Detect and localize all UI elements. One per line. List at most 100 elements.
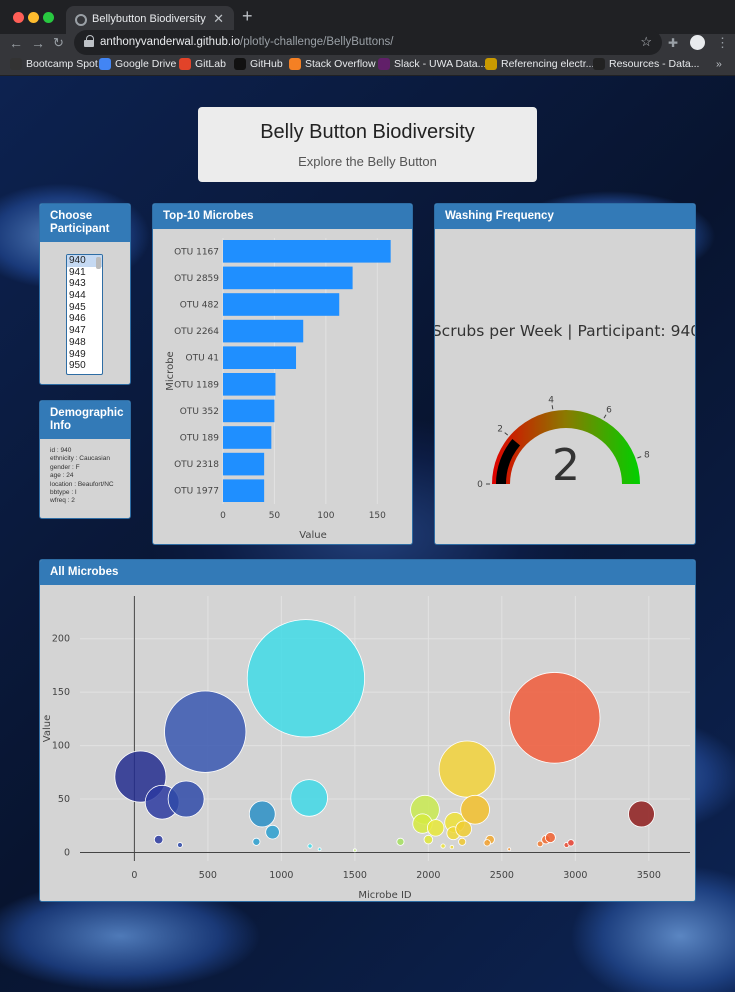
- back-icon[interactable]: ←: [9, 35, 23, 51]
- bubble-point[interactable]: [508, 672, 601, 764]
- browser-tab[interactable]: Bellybutton Biodiversity ✕: [66, 6, 234, 34]
- bookmark-item[interactable]: Referencing electr...: [485, 58, 594, 70]
- bubble-y-tick-label: 0: [64, 847, 70, 858]
- bookmark-item[interactable]: Google Drive: [99, 58, 176, 70]
- page-background: Belly Button Biodiversity Explore the Be…: [0, 76, 735, 992]
- bookmarks-bar: » Bootcamp Spot Google Drive GitLab GitHub S…: [0, 55, 735, 76]
- bar[interactable]: [223, 319, 304, 343]
- bubble-point[interactable]: [438, 740, 496, 798]
- select-scrollbar[interactable]: [96, 257, 101, 269]
- participant-option[interactable]: 949: [69, 348, 86, 360]
- participant-option[interactable]: 944: [69, 290, 86, 302]
- bubble-point[interactable]: [455, 820, 472, 838]
- bubble-point[interactable]: [246, 619, 366, 738]
- reload-icon[interactable]: ↻: [53, 35, 64, 50]
- all-microbes-bubble-chart[interactable]: 0 500 1000 1500 2000 2500 3000 3500 0 50 100 150 200…: [40, 586, 696, 902]
- participant-select[interactable]: 940 941 943 944 945 946 947 948 949 950: [66, 254, 103, 375]
- bubble-point[interactable]: [544, 832, 556, 843]
- extensions-icon[interactable]: ✚: [668, 36, 679, 50]
- bar[interactable]: [223, 399, 275, 423]
- bubble-point[interactable]: [460, 794, 490, 825]
- bubble-point[interactable]: [628, 800, 655, 828]
- bar[interactable]: [223, 479, 265, 502]
- bubble-point[interactable]: [317, 847, 322, 852]
- bubble-point[interactable]: [307, 843, 313, 849]
- bar-category-label: OTU 2318: [174, 460, 219, 470]
- demographic-line: id : 940: [50, 447, 72, 454]
- bar-category-label: OTU 1189: [174, 380, 219, 390]
- bar[interactable]: [223, 346, 297, 369]
- bubble-point[interactable]: [427, 819, 445, 837]
- forward-icon[interactable]: →: [31, 35, 45, 51]
- bubble-point[interactable]: [396, 837, 405, 846]
- bar[interactable]: [223, 293, 340, 316]
- bookmark-item[interactable]: GitHub: [234, 58, 283, 70]
- participant-option[interactable]: 940: [67, 255, 102, 267]
- washing-panel-title: Washing Frequency: [435, 204, 695, 229]
- bookmark-label: Bootcamp Spot: [26, 58, 98, 70]
- bubble-point[interactable]: [483, 839, 491, 847]
- bubble-point[interactable]: [153, 834, 164, 845]
- bubble-x-axis-title: Microbe ID: [358, 890, 412, 901]
- bubble-point[interactable]: [177, 842, 183, 848]
- github-icon: [234, 58, 246, 70]
- zoom-window-button[interactable]: [43, 12, 54, 23]
- bubble-point[interactable]: [536, 840, 544, 848]
- bookmark-item[interactable]: GitLab: [179, 58, 226, 70]
- url-host: anthonyvanderwal.github.io: [100, 36, 241, 48]
- gauge-tick: [603, 414, 607, 419]
- bubble-point[interactable]: [567, 839, 575, 847]
- close-tab-icon[interactable]: ✕: [213, 11, 224, 26]
- bookmark-item[interactable]: Resources - Data...: [593, 58, 699, 70]
- bubble-point[interactable]: [252, 837, 261, 846]
- slack-icon: [378, 58, 390, 70]
- washing-gauge-chart[interactable]: 0 2 4 6 8 Scrubs per Week | Participant: 940 2: [435, 230, 696, 545]
- bookmark-item[interactable]: Bootcamp Spot: [10, 58, 98, 70]
- bar-category-label: OTU 482: [180, 301, 219, 311]
- close-window-button[interactable]: [13, 12, 24, 23]
- demographic-panel-title: Demographic Info: [40, 401, 130, 439]
- bar[interactable]: [223, 266, 353, 290]
- address-bar[interactable]: anthonyvanderwal.github.io/plotly-challe…: [74, 30, 662, 55]
- top10-bar-chart[interactable]: 0 50 100 150 OTU 1167 OTU 2859 OTU 482 OTU 2264…: [153, 230, 413, 545]
- bubble-point[interactable]: [449, 844, 455, 850]
- bookmark-label: GitLab: [195, 58, 226, 70]
- more-bookmarks-icon[interactable]: »: [716, 58, 722, 70]
- top10-panel: Top-10 Microbes 0 50 100 150 OTU 1167 OTU 285…: [152, 203, 413, 545]
- participant-option[interactable]: 943: [69, 278, 86, 290]
- bubble-point[interactable]: [458, 837, 467, 846]
- washing-panel: Washing Frequency 0 2 4 6 8 Scrubs per Week |…: [434, 203, 696, 545]
- participant-option[interactable]: 948: [69, 336, 86, 348]
- bubble-x-tick-label: 1500: [343, 870, 367, 881]
- bar[interactable]: [223, 373, 276, 396]
- bubble-point[interactable]: [248, 800, 276, 828]
- bubble-point[interactable]: [352, 848, 357, 853]
- bar[interactable]: [223, 426, 272, 449]
- bubble-point[interactable]: [423, 834, 434, 845]
- bookmark-item[interactable]: Slack - UWA Data...: [378, 58, 486, 70]
- bookmark-star-icon[interactable]: ☆: [640, 34, 652, 49]
- bubble-point[interactable]: [440, 843, 446, 849]
- bubble-point[interactable]: [507, 847, 512, 852]
- bar-category-label: OTU 1977: [174, 487, 219, 497]
- participant-option[interactable]: 941: [69, 266, 86, 278]
- bookmark-label: Stack Overflow: [305, 58, 376, 70]
- tab-title: Bellybutton Biodiversity: [92, 13, 206, 25]
- bar[interactable]: [223, 452, 265, 476]
- participant-option[interactable]: 946: [69, 313, 86, 325]
- bubble-point[interactable]: [265, 824, 280, 840]
- bubble-x-tick-label: 3000: [563, 870, 587, 881]
- new-tab-icon[interactable]: +: [242, 6, 253, 26]
- bookmark-label: Referencing electr...: [501, 58, 595, 70]
- participant-option[interactable]: 947: [69, 325, 86, 337]
- bookmark-item[interactable]: Stack Overflow: [289, 58, 376, 70]
- participant-option[interactable]: 945: [69, 301, 86, 313]
- bubble-point[interactable]: [164, 690, 247, 773]
- bar[interactable]: [223, 240, 391, 263]
- browser-menu-icon[interactable]: ⋮: [716, 35, 729, 50]
- minimize-window-button[interactable]: [28, 12, 39, 23]
- bubble-point[interactable]: [290, 779, 328, 817]
- participant-option[interactable]: 950: [69, 360, 86, 372]
- bubble-point[interactable]: [167, 780, 205, 818]
- profile-avatar-icon[interactable]: [690, 35, 705, 50]
